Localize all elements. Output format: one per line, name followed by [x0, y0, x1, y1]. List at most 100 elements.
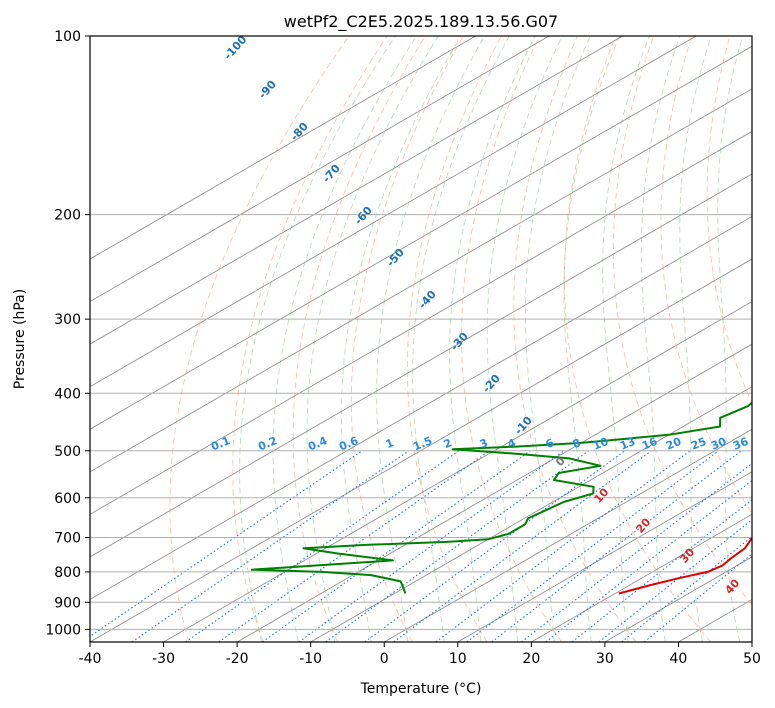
mixing-ratio-line: [491, 450, 742, 642]
dry-adiabat-line: [706, 36, 752, 405]
mixing-ratio-label: 3: [478, 436, 490, 451]
y-tick-label: 600: [54, 491, 81, 507]
pressure-grid: [90, 35, 752, 630]
dry-adiabat-line: [613, 36, 752, 606]
isotherm-line: [90, 36, 550, 303]
y-tick-label: 1000: [45, 622, 81, 638]
moist-adiabat-line: [341, 36, 462, 642]
dry-adiabat-line: [461, 36, 562, 642]
dry-adiabat-line: [350, 36, 464, 642]
moist-adiabat-line: [412, 36, 510, 642]
mixing-ratio-line: [545, 479, 752, 642]
x-tick-label: -20: [226, 651, 249, 667]
moist-adiabat-line: [679, 36, 712, 642]
temperature-line: [618, 536, 752, 595]
x-tick-label: -10: [299, 651, 322, 667]
mixing-ratio-line: [325, 450, 589, 642]
x-tick-label: 30: [596, 651, 614, 667]
moist-adiabat-line: [449, 36, 536, 642]
isotherm-line: [90, 216, 752, 600]
mixing-ratio-label: 30: [709, 435, 728, 453]
mixing-ratio-line: [466, 450, 719, 642]
dry-adiabat-label: -50: [384, 246, 407, 270]
mixing-ratio-line: [298, 450, 565, 642]
x-tick-label: -30: [152, 651, 175, 667]
mixing-ratio-label: 10: [591, 435, 610, 453]
y-tick-label: 900: [54, 595, 81, 611]
isotherm-line: [751, 641, 752, 642]
isotherm-line: [310, 386, 752, 642]
y-axis-label: Pressure (hPa): [12, 289, 28, 389]
mixing-ratio-label: 16: [640, 435, 659, 453]
moist-adiabat-label: 30: [677, 545, 697, 565]
isotherm-line: [531, 513, 752, 642]
dry-adiabat-label: -20: [480, 372, 503, 396]
moist-adiabat-line: [717, 36, 744, 642]
isotherm-line: [90, 36, 623, 345]
mixing-ratio-line: [643, 553, 752, 642]
isotherm-line: [90, 45, 752, 430]
mixing-ratio-line: [521, 462, 752, 642]
mixing-ratio-label: 8: [571, 436, 583, 451]
moist-adiabat-line: [524, 36, 591, 642]
moist-adiabat-line: [602, 36, 650, 642]
x-tick-label: 10: [449, 651, 467, 667]
moist-adiabat-line: [486, 36, 563, 642]
mixing-ratio-line: [393, 450, 652, 642]
y-tick-label: 700: [54, 531, 81, 547]
x-tick-label: 20: [522, 651, 540, 667]
dry-adiabat-line: [169, 36, 350, 642]
dry-adiabat-label: -10: [512, 414, 535, 438]
mixing-ratio-label: 36: [731, 435, 750, 453]
mixing-ratio-label: 2: [442, 436, 454, 451]
y-tick-label: 500: [54, 444, 81, 460]
mixing-ratio-line: [90, 450, 363, 638]
moist-adiabat-label: 40: [722, 576, 742, 596]
y-tick-label: 100: [54, 29, 81, 45]
y-tick-label: 800: [54, 565, 81, 581]
x-tick-label: -40: [79, 651, 102, 667]
mixing-ratio-line: [364, 450, 626, 642]
isotherm-line: [384, 428, 752, 642]
isotherm-line: [457, 471, 752, 642]
moist-adiabat-label: 20: [633, 515, 653, 535]
dry-adiabat-label: -100: [221, 33, 249, 62]
x-tick-label: 40: [670, 651, 688, 667]
y-tick-label: 200: [54, 208, 81, 224]
dry-adiabat-line: [660, 36, 752, 515]
moist-adiabat-line: [376, 36, 485, 642]
isotherm-line: [90, 130, 752, 515]
mixing-ratio-label: 25: [689, 435, 708, 453]
x-tick-label: 50: [743, 651, 761, 667]
dry-adiabat-line: [232, 36, 388, 642]
dry-adiabat-line: [513, 36, 637, 642]
mixing-ratio-label: 20: [664, 435, 683, 453]
isotherm-line: [236, 343, 752, 642]
x-axis-label: Temperature (°C): [360, 681, 482, 697]
mixing-ratio-line: [571, 499, 752, 642]
isotherm-line: [90, 36, 476, 260]
mixing-ratio-line: [218, 450, 490, 642]
y-tick-label: 300: [54, 312, 81, 328]
isotherm-line: [90, 36, 697, 388]
mixing-ratio-line: [262, 450, 531, 642]
profile-series: [250, 401, 752, 595]
chart-title: wetPf2_C2E5.2025.189.13.56.G07: [284, 12, 558, 32]
dry-adiabat-line: [292, 36, 426, 642]
moist-adiabat-line: [239, 36, 396, 642]
moist-adiabat-line: [306, 36, 439, 642]
axis-ticks: -40 -30 -20 -10 0 10 20 30 40 5010009008007006005…: [45, 29, 761, 667]
isotherm-line: [163, 301, 752, 642]
dry-adiabat-label: -30: [448, 330, 471, 354]
mixing-ratio-line: [435, 450, 691, 642]
dewpoint-line: [250, 401, 752, 594]
dry-adiabat-line: [563, 36, 712, 642]
x-tick-label: 0: [380, 651, 389, 667]
dry-adiabat-line: [751, 144, 752, 194]
dry-adiabat-label: -80: [288, 120, 311, 144]
dry-adiabat-label: -70: [320, 162, 343, 186]
moist-adiabat-line: [563, 36, 620, 642]
isotherm-line: [90, 88, 752, 473]
background-lines: [90, 36, 752, 642]
